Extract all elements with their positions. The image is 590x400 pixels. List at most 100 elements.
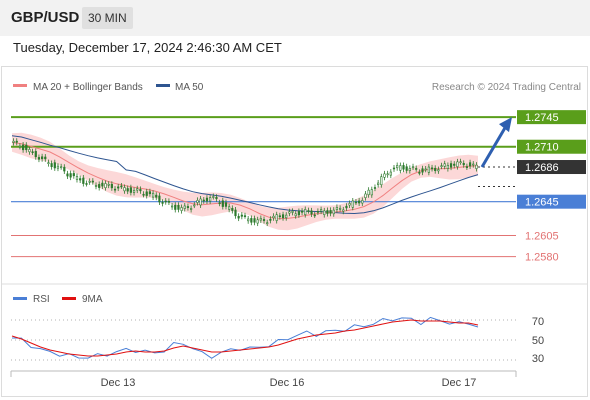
candle-body bbox=[294, 213, 297, 217]
candle-body bbox=[370, 189, 373, 196]
candle-body bbox=[88, 180, 91, 183]
candle-body bbox=[453, 163, 456, 166]
candle-body bbox=[281, 214, 285, 219]
rsi-legend-swatch bbox=[13, 297, 27, 300]
candle-body bbox=[164, 200, 167, 203]
candle-body bbox=[313, 214, 316, 217]
level-label-box bbox=[517, 194, 586, 209]
candle-body bbox=[82, 177, 85, 184]
candle-body bbox=[405, 166, 408, 171]
candle-body bbox=[319, 209, 323, 212]
candle-body bbox=[449, 163, 453, 168]
candle-body bbox=[158, 195, 161, 203]
candle-body bbox=[218, 202, 221, 205]
candle-body bbox=[66, 173, 69, 177]
candle-body bbox=[120, 185, 123, 188]
candle-body bbox=[396, 165, 399, 169]
candle-body bbox=[63, 166, 66, 172]
candle-body bbox=[228, 206, 231, 210]
candle-body bbox=[342, 209, 345, 212]
candle-body bbox=[468, 162, 472, 167]
candle-body bbox=[367, 189, 370, 196]
candle-body bbox=[421, 168, 424, 173]
candle-body bbox=[177, 204, 180, 210]
candle-body bbox=[186, 206, 190, 208]
candle-body bbox=[408, 168, 411, 171]
candle-body bbox=[234, 209, 237, 217]
candle-body bbox=[339, 207, 342, 210]
candle-body bbox=[300, 210, 304, 213]
candle-body bbox=[60, 166, 63, 169]
candle-body bbox=[12, 140, 15, 143]
candle-body bbox=[472, 163, 475, 166]
candle-body bbox=[383, 173, 386, 178]
candle-body bbox=[415, 168, 418, 170]
candle-body bbox=[148, 191, 151, 195]
bollinger-band bbox=[12, 132, 478, 231]
candle-body bbox=[231, 208, 234, 211]
candle-body bbox=[107, 183, 110, 186]
candle-body bbox=[259, 218, 262, 221]
candle-body bbox=[209, 197, 212, 202]
candle-body bbox=[196, 200, 199, 203]
candle-body bbox=[123, 187, 126, 192]
candle-body bbox=[202, 199, 205, 202]
candle-body bbox=[72, 173, 75, 177]
candle-body bbox=[389, 171, 392, 176]
candle-body bbox=[278, 215, 281, 218]
candle-body bbox=[174, 204, 177, 210]
candle-body bbox=[101, 182, 104, 187]
candle-body bbox=[307, 210, 310, 212]
candle-body bbox=[129, 187, 132, 193]
candle-body bbox=[212, 196, 215, 198]
candle-body bbox=[358, 200, 361, 204]
candle-body bbox=[56, 165, 60, 169]
candle-body bbox=[430, 167, 434, 170]
candle-body bbox=[151, 192, 155, 198]
level-label: 1.2645 bbox=[525, 197, 559, 209]
candle-body bbox=[91, 180, 94, 183]
ma20-legend-label: MA 20 + Bollinger Bands bbox=[33, 82, 143, 93]
candle-body bbox=[291, 211, 294, 213]
level-label: 1.2745 bbox=[525, 112, 559, 124]
rsi-panel bbox=[11, 316, 516, 361]
candle-body bbox=[272, 215, 275, 219]
candle-body bbox=[392, 167, 396, 170]
candle-body bbox=[243, 215, 247, 217]
candle-body bbox=[221, 200, 224, 207]
candle-body bbox=[250, 218, 253, 223]
candle-body bbox=[443, 163, 446, 167]
candle-body bbox=[354, 201, 358, 204]
candle-body bbox=[224, 202, 228, 207]
candle-body bbox=[316, 211, 320, 213]
candle-body bbox=[53, 162, 56, 169]
candle-body bbox=[240, 214, 243, 217]
level-label: 1.2605 bbox=[525, 231, 559, 243]
candle-body bbox=[110, 183, 113, 189]
candle-body bbox=[399, 165, 402, 171]
credit-text: Research © 2024 Trading Central bbox=[432, 82, 581, 93]
candle-body bbox=[98, 184, 101, 188]
level-label-box bbox=[517, 249, 586, 264]
candle-body bbox=[380, 176, 383, 186]
candle-body bbox=[247, 218, 250, 222]
x-tick-label: Dec 17 bbox=[442, 377, 477, 389]
candle-body bbox=[94, 185, 98, 187]
level-label-box bbox=[517, 110, 586, 125]
level-label-box bbox=[517, 160, 586, 175]
forecast-arrow-shaft bbox=[480, 125, 508, 168]
candle-body bbox=[335, 207, 339, 210]
timeframe-badge[interactable]: 30 MIN bbox=[82, 7, 133, 29]
candle-body bbox=[180, 207, 183, 211]
candle-body bbox=[361, 200, 364, 204]
level-label: 1.2580 bbox=[525, 252, 559, 264]
candle-body bbox=[411, 166, 415, 169]
candle-body bbox=[41, 156, 44, 160]
candle-body bbox=[139, 189, 142, 192]
pair-title: GBP/USD bbox=[11, 9, 80, 26]
candle-body bbox=[256, 219, 259, 224]
candle-body bbox=[373, 187, 377, 189]
candle-body bbox=[323, 210, 326, 215]
header-bar: GBP/USD 30 MIN bbox=[0, 0, 590, 36]
